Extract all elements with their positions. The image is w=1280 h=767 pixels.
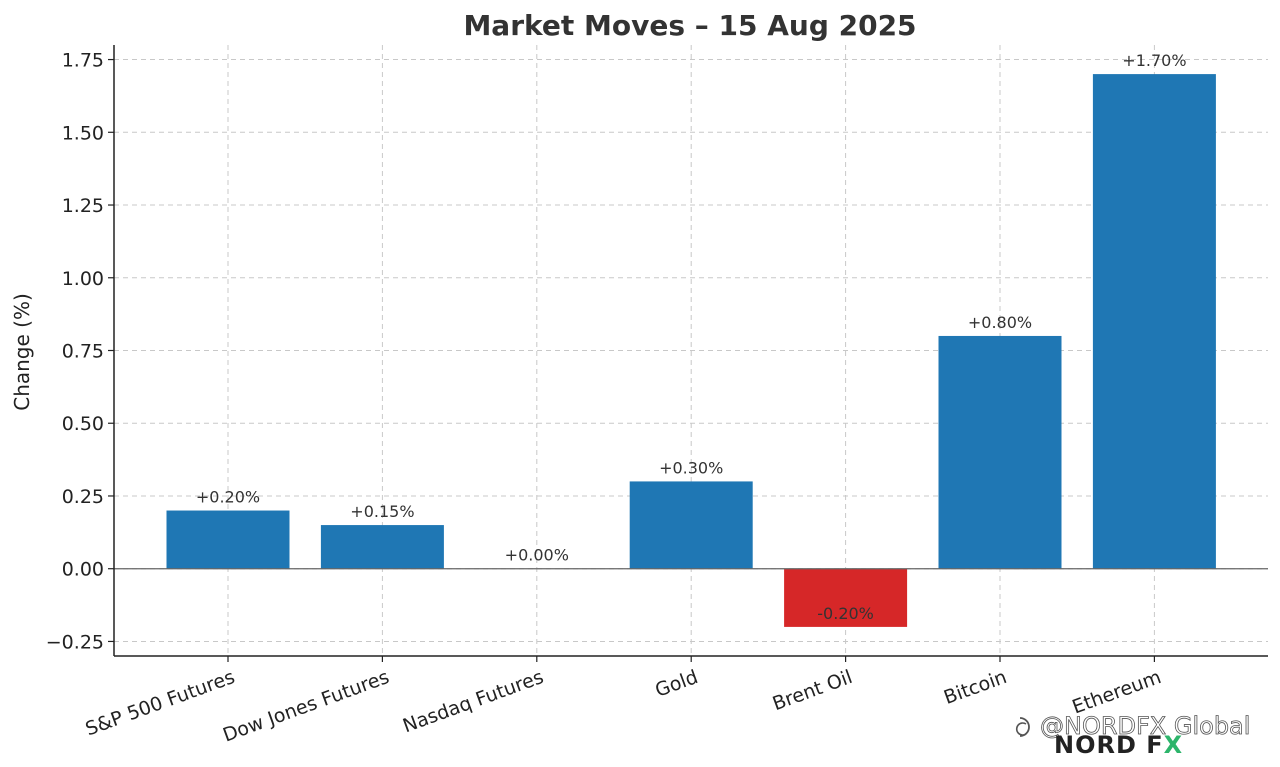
data-label: +0.00% — [505, 546, 569, 565]
data-label: +0.20% — [196, 488, 260, 507]
x-tick-label: Ethereum — [1069, 666, 1164, 718]
watermark: @NORDFX Global NORD FX — [1015, 712, 1251, 759]
bar-dow-jones-futures — [320, 525, 444, 569]
data-labels: +0.20% +0.15% +0.00% +0.30% -0.20% +0.80% +1.7… — [196, 51, 1187, 623]
y-axis-label: Change (%) — [10, 293, 34, 411]
x-tick-label: Bitcoin — [941, 666, 1010, 709]
x-tick-label: Dow Jones Futures — [220, 666, 392, 747]
x-tick-label: Brent Oil — [770, 666, 856, 715]
nordfx-logo-part1: NORD F — [1054, 731, 1164, 759]
y-tick-label: 1.25 — [62, 195, 104, 217]
data-label: -0.20% — [817, 604, 874, 623]
y-tick-label: −0.25 — [46, 631, 104, 653]
bar-brent-oil — [784, 568, 908, 627]
y-tick-label: 1.50 — [62, 122, 104, 144]
x-tick-label: S&P 500 Futures — [83, 666, 238, 740]
nordfx-logo-part2: X — [1164, 731, 1184, 759]
x-tick-label: Nasdaq Futures — [400, 666, 547, 737]
y-tick-label: 1.75 — [62, 50, 104, 72]
social-icon — [1015, 717, 1030, 737]
chart-title: Market Moves – 15 Aug 2025 — [463, 9, 916, 42]
data-label: +0.80% — [968, 313, 1032, 332]
y-axis-ticks: −0.25 0.00 0.25 0.50 0.75 1.00 1.25 1.50 1.75 — [46, 50, 114, 653]
data-label: +0.15% — [350, 502, 414, 521]
nordfx-logo: NORD FX — [1054, 731, 1183, 759]
y-tick-label: 0.75 — [62, 341, 104, 363]
bar-ethereum — [1092, 74, 1216, 569]
bar-s-p-500-futures — [166, 510, 290, 569]
bar-gold — [629, 481, 753, 569]
y-tick-label: 0.50 — [62, 413, 104, 435]
bars-layer — [166, 74, 1216, 627]
data-label: +1.70% — [1122, 51, 1186, 70]
y-tick-label: 0.00 — [62, 559, 104, 581]
watermark-handle: @NORDFX Global — [1040, 712, 1250, 740]
bar-bitcoin — [938, 335, 1062, 569]
x-tick-label: Gold — [652, 666, 701, 702]
y-tick-label: 1.00 — [62, 268, 104, 290]
data-label: +0.30% — [659, 458, 723, 477]
y-tick-label: 0.25 — [62, 486, 104, 508]
